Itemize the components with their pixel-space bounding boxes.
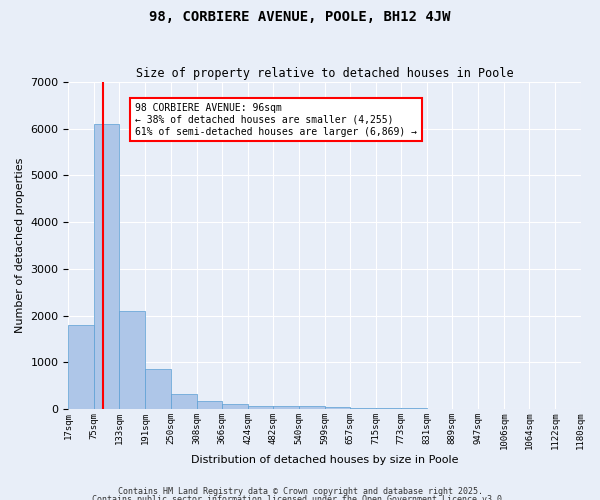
Bar [68, 325, 94, 409]
Bar [171, 394, 197, 409]
Title: Size of property relative to detached houses in Poole: Size of property relative to detached ho… [136, 66, 513, 80]
Bar [145, 370, 171, 409]
Bar [94, 124, 119, 409]
Bar [376, 408, 401, 409]
Text: 98, CORBIERE AVENUE, POOLE, BH12 4JW: 98, CORBIERE AVENUE, POOLE, BH12 4JW [149, 10, 451, 24]
Bar [401, 408, 427, 409]
Text: Contains public sector information licensed under the Open Government Licence v3: Contains public sector information licen… [92, 496, 508, 500]
Bar [325, 406, 350, 409]
Bar [273, 406, 299, 409]
Bar [248, 406, 273, 409]
Bar [222, 404, 248, 409]
Text: 98 CORBIERE AVENUE: 96sqm
← 38% of detached houses are smaller (4,255)
61% of se: 98 CORBIERE AVENUE: 96sqm ← 38% of detac… [135, 104, 417, 136]
Bar [197, 401, 222, 409]
Y-axis label: Number of detached properties: Number of detached properties [15, 158, 25, 333]
Bar [119, 311, 145, 409]
X-axis label: Distribution of detached houses by size in Poole: Distribution of detached houses by size … [191, 455, 458, 465]
Bar [299, 406, 325, 409]
Bar [350, 408, 376, 409]
Text: Contains HM Land Registry data © Crown copyright and database right 2025.: Contains HM Land Registry data © Crown c… [118, 487, 482, 496]
